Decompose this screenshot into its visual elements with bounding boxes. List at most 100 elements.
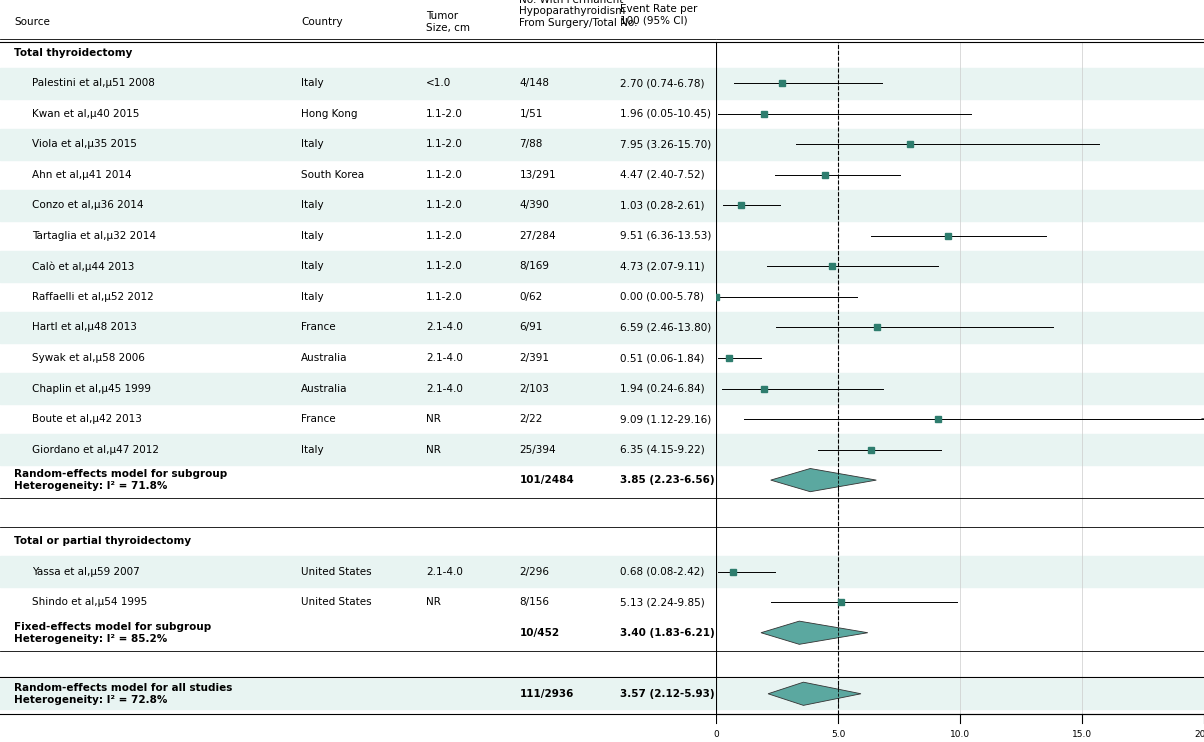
Text: Sywak et al,µ58 2006: Sywak et al,µ58 2006 [33,353,146,363]
Text: Tartaglia et al,µ32 2014: Tartaglia et al,µ32 2014 [33,231,157,241]
Text: 25/394: 25/394 [519,444,556,455]
Text: 1/51: 1/51 [519,109,543,119]
Text: Ahn et al,µ41 2014: Ahn et al,µ41 2014 [33,170,132,180]
Text: Yassa et al,µ59 2007: Yassa et al,µ59 2007 [33,567,140,577]
Text: 2/103: 2/103 [519,384,549,393]
Text: 1.94 (0.24-6.84): 1.94 (0.24-6.84) [620,384,704,393]
Polygon shape [761,621,868,644]
Text: Random-effects model for subgroup
Heterogeneity: I² = 71.8%: Random-effects model for subgroup Hetero… [14,469,228,491]
Text: 2.70 (0.74-6.78): 2.70 (0.74-6.78) [620,79,704,88]
Polygon shape [768,682,861,706]
Text: 1.1-2.0: 1.1-2.0 [426,109,464,119]
Text: Chaplin et al,µ45 1999: Chaplin et al,µ45 1999 [33,384,152,393]
Text: 2.1-4.0: 2.1-4.0 [426,353,464,363]
Text: Fixed-effects model for subgroup
Heterogeneity: I² = 85.2%: Fixed-effects model for subgroup Heterog… [14,622,212,643]
Polygon shape [771,468,877,492]
Bar [0,252,716,282]
Text: 1.1-2.0: 1.1-2.0 [426,170,464,180]
Bar [0,434,716,464]
Text: Italy: Italy [301,292,324,302]
Text: 0.68 (0.08-2.42): 0.68 (0.08-2.42) [620,567,704,577]
Bar [0,373,716,404]
Text: 4/148: 4/148 [519,79,549,88]
Text: 1.1-2.0: 1.1-2.0 [426,292,464,302]
Text: Event Rate per
100 (95% CI): Event Rate per 100 (95% CI) [620,4,697,26]
Text: Kwan et al,µ40 2015: Kwan et al,µ40 2015 [33,109,140,119]
Text: 15.0: 15.0 [1072,730,1092,739]
Text: 6/91: 6/91 [519,323,543,332]
Bar [716,252,1204,282]
Text: 2.1-4.0: 2.1-4.0 [426,323,464,332]
Text: Italy: Italy [301,231,324,241]
Bar [716,129,1204,160]
Text: 0.00 (0.00-5.78): 0.00 (0.00-5.78) [620,292,703,302]
Text: 3.40 (1.83-6.21): 3.40 (1.83-6.21) [620,628,714,637]
Text: 8/169: 8/169 [519,261,549,272]
Text: 0.51 (0.06-1.84): 0.51 (0.06-1.84) [620,353,704,363]
Text: Raffaelli et al,µ52 2012: Raffaelli et al,µ52 2012 [33,292,154,302]
Text: United States: United States [301,567,372,577]
Text: 1.1-2.0: 1.1-2.0 [426,261,464,272]
Text: Italy: Italy [301,139,324,149]
Text: Conzo et al,µ36 2014: Conzo et al,µ36 2014 [33,200,143,211]
Text: Tumor
Size, cm: Tumor Size, cm [426,11,471,33]
Text: Source: Source [14,17,51,27]
Text: 6.35 (4.15-9.22): 6.35 (4.15-9.22) [620,444,704,455]
Bar [0,68,716,99]
Bar [0,678,716,709]
Text: 2.1-4.0: 2.1-4.0 [426,384,464,393]
Text: Viola et al,µ35 2015: Viola et al,µ35 2015 [33,139,137,149]
Text: 7.95 (3.26-15.70): 7.95 (3.26-15.70) [620,139,710,149]
Text: 13/291: 13/291 [519,170,556,180]
Bar [716,373,1204,404]
Text: Shindo et al,µ54 1995: Shindo et al,µ54 1995 [33,597,147,607]
Text: 3.85 (2.23-6.56): 3.85 (2.23-6.56) [620,475,714,485]
Bar [0,312,716,343]
Text: 4.73 (2.07-9.11): 4.73 (2.07-9.11) [620,261,704,272]
Bar [716,556,1204,587]
Text: 111/2936: 111/2936 [519,689,574,699]
Text: 10.0: 10.0 [950,730,970,739]
Text: Total thyroidectomy: Total thyroidectomy [14,47,132,58]
Text: France: France [301,323,336,332]
Bar [0,556,716,587]
Text: France: France [301,414,336,424]
Text: NR: NR [426,414,441,424]
Bar [0,190,716,220]
Text: Italy: Italy [301,261,324,272]
Text: NR: NR [426,444,441,455]
Text: Italy: Italy [301,444,324,455]
Text: 4.47 (2.40-7.52): 4.47 (2.40-7.52) [620,170,704,180]
Text: Boute et al,µ42 2013: Boute et al,µ42 2013 [33,414,142,424]
Text: 7/88: 7/88 [519,139,543,149]
Bar [716,190,1204,220]
Text: 0/62: 0/62 [519,292,543,302]
Text: 0: 0 [714,730,719,739]
Text: Country: Country [301,17,342,27]
Text: No. With Permanent
Hypoparathyroidism
From Surgery/Total No.: No. With Permanent Hypoparathyroidism Fr… [519,0,638,27]
Text: 5.13 (2.24-9.85): 5.13 (2.24-9.85) [620,597,704,607]
Text: 1.96 (0.05-10.45): 1.96 (0.05-10.45) [620,109,710,119]
Bar [0,129,716,160]
Text: 2/391: 2/391 [519,353,549,363]
Text: 6.59 (2.46-13.80): 6.59 (2.46-13.80) [620,323,710,332]
Text: 2/296: 2/296 [519,567,549,577]
Text: 8/156: 8/156 [519,597,549,607]
Text: NR: NR [426,597,441,607]
Text: 20.0: 20.0 [1194,730,1204,739]
Text: Italy: Italy [301,200,324,211]
Text: 2.1-4.0: 2.1-4.0 [426,567,464,577]
Text: Australia: Australia [301,384,348,393]
Text: Hong Kong: Hong Kong [301,109,358,119]
Text: 4/390: 4/390 [519,200,549,211]
Text: 9.51 (6.36-13.53): 9.51 (6.36-13.53) [620,231,712,241]
Text: 1.1-2.0: 1.1-2.0 [426,231,464,241]
Text: 101/2484: 101/2484 [519,475,574,485]
Text: Palestini et al,µ51 2008: Palestini et al,µ51 2008 [33,79,155,88]
Bar [716,68,1204,99]
Bar [716,434,1204,464]
Text: United States: United States [301,597,372,607]
Text: South Korea: South Korea [301,170,364,180]
Text: 3.57 (2.12-5.93): 3.57 (2.12-5.93) [620,689,714,699]
Text: Calò et al,µ44 2013: Calò et al,µ44 2013 [33,261,135,272]
